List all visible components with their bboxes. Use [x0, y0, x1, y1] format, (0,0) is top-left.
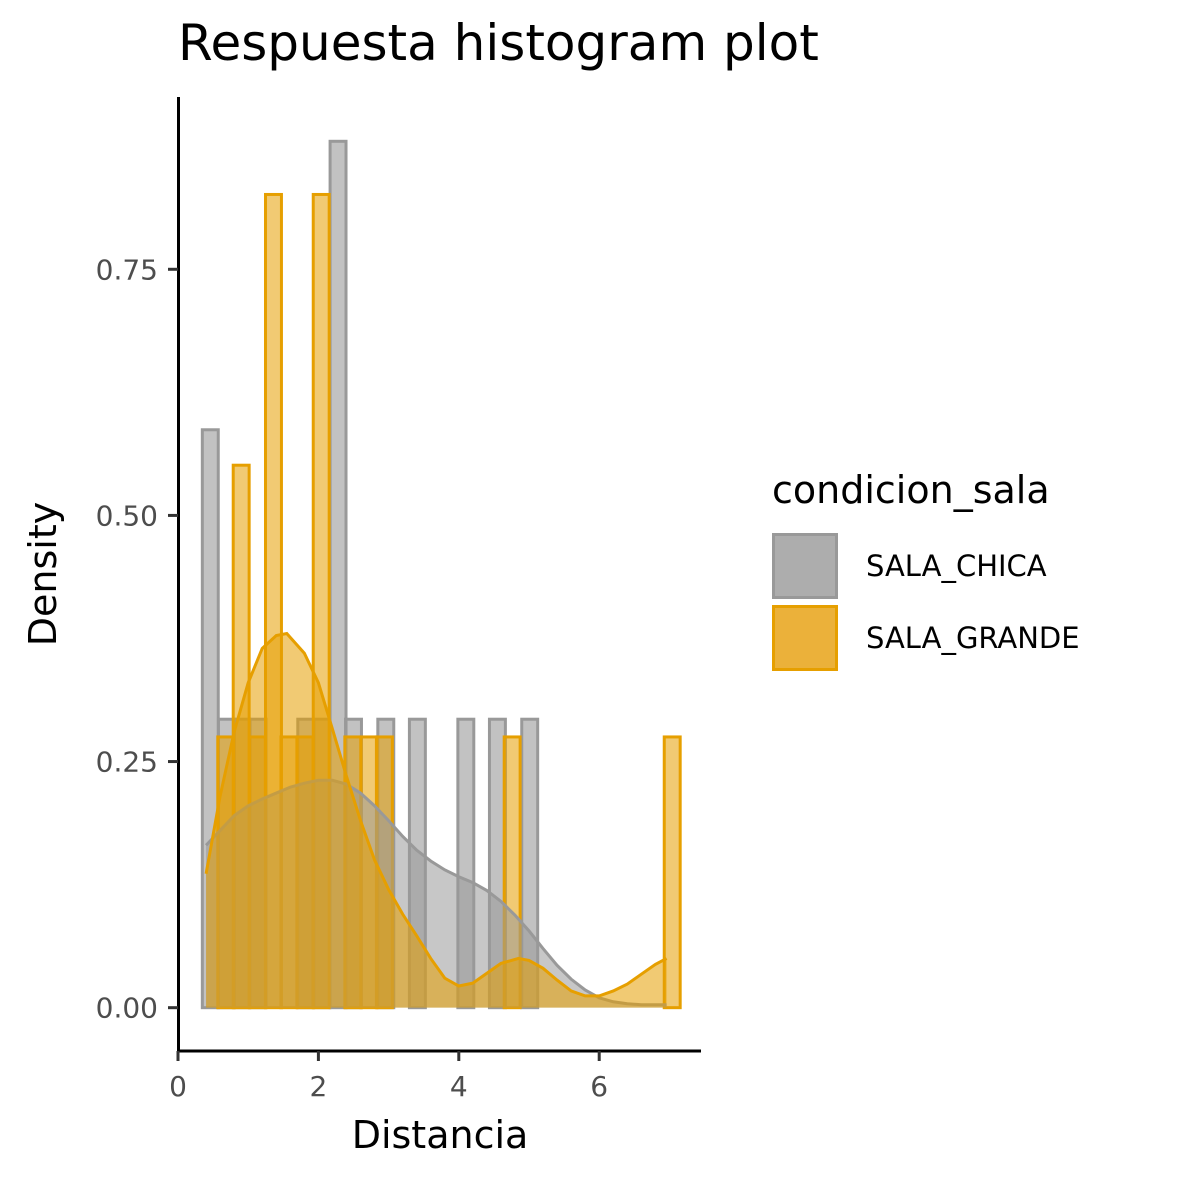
x-axis-title: Distancia — [352, 1113, 529, 1157]
y-axis-title: Density — [21, 502, 65, 646]
plot-area — [200, 139, 682, 1010]
x-tick-label: 6 — [590, 1070, 608, 1103]
legend-label-sala-chica: SALA_CHICA — [866, 549, 1047, 583]
y-tick-label: 0.75 — [96, 253, 158, 286]
y-tick-label: 0.00 — [96, 992, 158, 1025]
histogram-bar-sala-grande — [662, 735, 682, 1010]
x-tick-label: 0 — [169, 1070, 187, 1103]
legend-swatch-sala-chica — [772, 533, 838, 599]
legend-item-sala-chica: SALA_CHICA — [772, 530, 1080, 602]
y-tick-label: 0.25 — [96, 746, 158, 779]
axes: 0.00 0.25 0.50 0.75 0 2 4 6 — [96, 97, 701, 1103]
legend-item-sala-grande: SALA_GRANDE — [772, 602, 1080, 674]
density-area-sala-grande — [206, 633, 667, 1008]
legend-title: condicion_sala — [772, 468, 1050, 512]
legend-label-sala-grande: SALA_GRANDE — [866, 621, 1080, 655]
x-tick-label: 4 — [450, 1070, 468, 1103]
y-tick-label: 0.50 — [96, 499, 158, 532]
density-line-sala-grande — [204, 631, 668, 998]
legend: condicion_sala SALA_CHICA SALA_GRANDE — [772, 468, 1080, 674]
chart-title: Respuesta histogram plot — [178, 14, 819, 72]
legend-swatch-sala-grande — [772, 605, 838, 671]
x-tick-label: 2 — [309, 1070, 327, 1103]
